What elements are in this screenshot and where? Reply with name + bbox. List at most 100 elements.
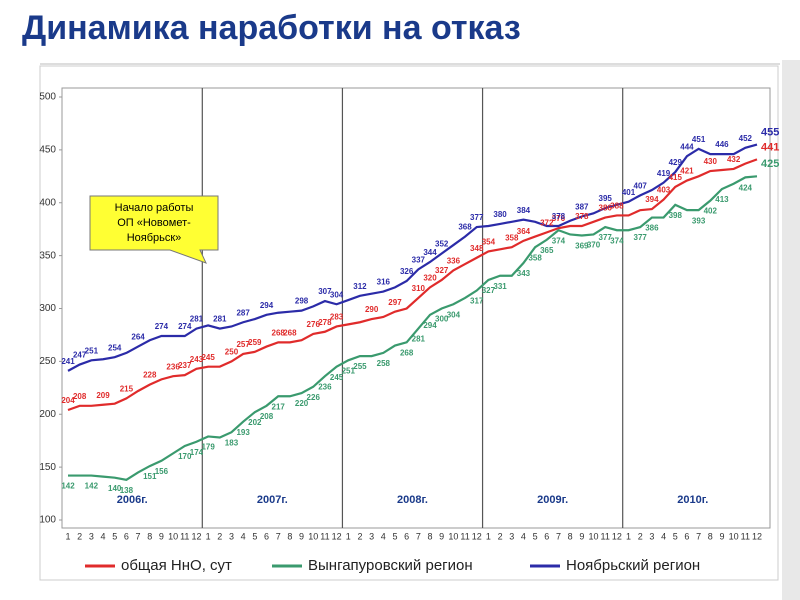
data-label: 183 [225,438,239,447]
data-label: 394 [645,195,659,204]
data-label: 307 [318,287,332,296]
y-tick-label: 500 [39,92,56,103]
data-label: 317 [470,297,484,306]
x-tick-label: 12 [332,531,342,541]
x-tick-label: 8 [428,531,433,541]
side-strip [782,60,800,600]
data-label: 320 [423,273,437,282]
annotation: Начало работы ОП «Новомет- Ноябрьск» [89,195,219,264]
data-label: 370 [587,241,601,250]
x-tick-label: 2 [357,531,362,541]
data-label: 245 [201,353,215,362]
data-label: 336 [447,257,461,266]
data-label: 170 [178,452,192,461]
data-label: 226 [307,393,321,402]
annotation-line: Начало работы [115,202,194,214]
data-label: 388 [610,202,624,211]
x-tick-label: 5 [112,531,117,541]
data-label: 283 [330,313,344,322]
y-tick-label: 150 [39,462,56,473]
data-label: 220 [295,399,309,408]
x-tick-label: 4 [521,531,526,541]
y-tick-label: 250 [39,356,56,367]
legend-label: Ноябрьский регион [566,557,700,574]
x-tick-label: 4 [241,531,246,541]
x-tick-label: 10 [448,531,458,541]
x-tick-label: 3 [89,531,94,541]
data-label: 415 [669,173,683,182]
data-label: 251 [342,366,356,375]
data-label: 386 [599,204,613,213]
y-tick-label: 400 [39,197,56,208]
data-label: 380 [493,210,507,219]
data-label: 281 [213,315,227,324]
legend-label: общая НнО, сут [121,557,232,574]
x-tick-label: 5 [392,531,397,541]
data-label: 281 [412,335,426,344]
x-tick-label: 6 [404,531,409,541]
x-tick-label: 10 [168,531,178,541]
data-label: 376 [552,214,566,223]
data-label: 236 [318,382,332,391]
data-label: 316 [377,278,391,287]
data-label: 241 [61,357,75,366]
data-label: 264 [131,333,145,342]
data-label: 387 [575,203,589,212]
data-label: 424 [739,183,753,192]
x-tick-label: 6 [544,531,549,541]
data-label: 156 [155,467,169,476]
data-label: 274 [178,322,192,331]
x-tick-label: 1 [346,531,351,541]
x-tick-label: 3 [229,531,234,541]
y-tick-label: 300 [39,303,56,314]
x-tick-label: 4 [101,531,106,541]
data-label: 348 [470,244,484,253]
data-label: 151 [143,472,157,481]
data-label: 251 [85,346,99,355]
annotation-line: Ноябрьск» [127,232,182,244]
x-tick-label: 8 [568,531,573,541]
data-label: 358 [505,233,519,242]
data-label: 278 [318,318,332,327]
x-tick-label: 2 [217,531,222,541]
data-label: 374 [552,236,566,245]
data-label: 204 [61,396,75,405]
data-label: 298 [295,297,309,306]
x-tick-label: 10 [589,531,599,541]
data-label: 421 [680,167,694,176]
data-label: 237 [178,361,192,370]
data-label: 245 [330,373,344,382]
data-label: 432 [727,155,741,164]
data-label: 276 [307,320,321,329]
data-label: 247 [73,351,87,360]
data-label: 287 [236,308,250,317]
x-tick-label: 3 [649,531,654,541]
data-label: 395 [599,194,613,203]
series-line [67,158,758,412]
annotation-box [89,195,219,264]
data-label: 403 [657,186,671,195]
x-tick-label: 8 [287,531,292,541]
data-label: 297 [388,298,402,307]
data-label: 377 [634,233,648,242]
data-label: 179 [201,443,215,452]
data-label: 384 [517,206,531,215]
data-label: 344 [423,248,437,257]
data-label: 268 [283,328,297,337]
data-label: 300 [435,315,449,324]
data-label: 393 [692,216,706,225]
series-line [68,175,758,481]
y-tick-label: 100 [39,515,56,526]
data-label: 352 [435,240,449,249]
y-tick-label: 450 [39,145,56,156]
x-tick-label: 7 [276,531,281,541]
data-label: 255 [353,362,367,371]
x-tick-label: 8 [708,531,713,541]
data-label: 142 [85,482,99,491]
data-label: 304 [330,290,344,299]
data-label: 290 [365,305,379,314]
x-tick-label: 11 [741,531,750,541]
data-label: 419 [657,169,671,178]
x-tick-label: 6 [264,531,269,541]
